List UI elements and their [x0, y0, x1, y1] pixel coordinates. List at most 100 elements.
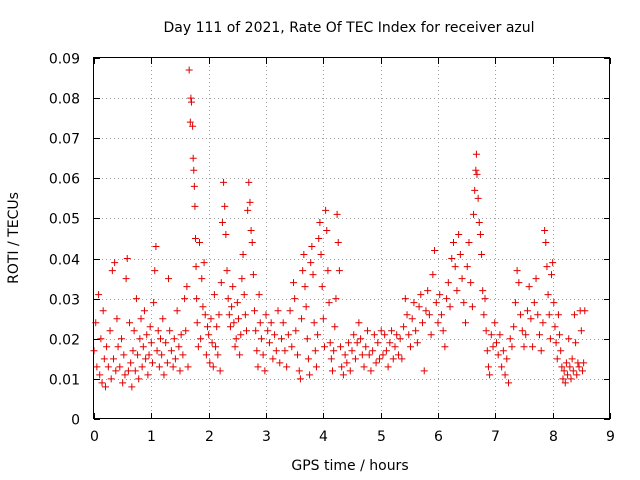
data-point — [210, 291, 218, 299]
data-point — [439, 327, 447, 335]
data-point — [96, 371, 104, 379]
data-point — [427, 331, 435, 339]
data-point — [578, 367, 586, 375]
x-tick-label: 4 — [319, 429, 328, 445]
data-point — [148, 359, 156, 367]
data-point — [286, 307, 294, 315]
data-point — [363, 327, 371, 335]
data-point — [194, 343, 202, 351]
data-point — [353, 339, 361, 347]
data-point — [350, 331, 358, 339]
data-point — [367, 367, 375, 375]
y-tick-label: 0.05 — [49, 212, 80, 228]
data-point — [113, 315, 121, 323]
data-point — [262, 311, 270, 319]
data-point — [223, 267, 231, 275]
data-point — [360, 363, 368, 371]
data-point — [295, 367, 303, 375]
data-point — [127, 359, 135, 367]
data-point — [221, 202, 229, 210]
data-point — [101, 383, 109, 391]
data-point — [403, 311, 411, 319]
data-point — [111, 259, 119, 267]
data-point — [431, 247, 439, 255]
data-point — [410, 299, 418, 307]
data-point — [517, 311, 525, 319]
data-point — [489, 343, 497, 351]
data-point — [330, 347, 338, 355]
data-point — [436, 291, 444, 299]
data-point — [389, 355, 397, 363]
data-point — [294, 351, 302, 359]
data-point — [534, 311, 542, 319]
data-point — [338, 363, 346, 371]
data-point — [281, 347, 289, 355]
plot-frame — [93, 57, 610, 419]
data-point — [97, 335, 105, 343]
data-point — [472, 150, 480, 158]
data-point — [460, 299, 468, 307]
data-point — [187, 94, 195, 102]
data-point — [453, 287, 461, 295]
data-point — [501, 371, 509, 379]
data-point — [382, 347, 390, 355]
data-point — [417, 291, 425, 299]
data-point — [162, 339, 170, 347]
data-point — [116, 363, 124, 371]
data-point — [150, 299, 158, 307]
data-point — [532, 275, 540, 283]
x-tick-label: 3 — [262, 429, 271, 445]
data-point — [523, 307, 531, 315]
x-tick-label: 6 — [434, 429, 443, 445]
data-point — [142, 355, 150, 363]
data-point — [169, 363, 177, 371]
data-point — [537, 347, 545, 355]
data-point — [557, 347, 565, 355]
data-point — [103, 343, 111, 351]
data-point — [292, 327, 300, 335]
data-point — [176, 367, 184, 375]
x-tick-label: 1 — [147, 429, 156, 445]
data-point — [119, 379, 127, 387]
data-point — [225, 311, 233, 319]
data-point — [309, 271, 317, 279]
data-point — [140, 307, 148, 315]
data-point — [207, 315, 215, 323]
data-point — [569, 367, 577, 375]
x-tick-label: 7 — [491, 429, 500, 445]
y-tick-label: 0.02 — [49, 333, 80, 349]
data-point — [470, 210, 478, 218]
data-point — [518, 327, 526, 335]
data-point — [324, 267, 332, 275]
data-point — [190, 166, 198, 174]
data-point — [302, 303, 310, 311]
data-point — [144, 371, 152, 379]
data-point — [561, 379, 569, 387]
data-point — [136, 335, 144, 343]
data-point — [147, 339, 155, 347]
data-point — [370, 331, 378, 339]
data-point — [138, 363, 146, 371]
data-point — [543, 263, 551, 271]
data-point — [468, 303, 476, 311]
data-point — [545, 311, 553, 319]
data-point — [189, 154, 197, 162]
data-point — [515, 279, 523, 287]
data-point — [226, 323, 234, 331]
data-point — [369, 347, 377, 355]
data-point — [513, 267, 521, 275]
data-point — [249, 271, 257, 279]
data-point — [351, 355, 359, 363]
data-point — [510, 323, 518, 331]
data-point — [107, 375, 115, 383]
data-point — [277, 335, 285, 343]
data-point — [365, 351, 373, 359]
data-point — [400, 323, 408, 331]
data-point — [264, 327, 272, 335]
data-point — [419, 319, 427, 327]
data-point — [247, 226, 255, 234]
x-tick-label: 8 — [549, 429, 558, 445]
data-point — [318, 283, 326, 291]
data-point — [315, 235, 323, 242]
